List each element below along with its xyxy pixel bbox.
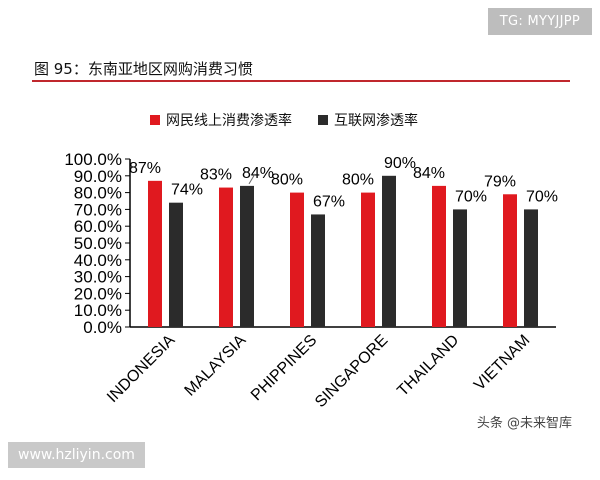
x-tick-label: VIETNAM bbox=[471, 332, 533, 394]
bar-internet bbox=[311, 214, 325, 327]
x-tick-label: THAILAND bbox=[394, 332, 462, 400]
data-label: 67% bbox=[313, 193, 345, 210]
y-tick-label: 30.0% bbox=[74, 268, 122, 287]
data-label: 79% bbox=[484, 173, 516, 190]
data-label: 80% bbox=[342, 172, 374, 189]
bar-online-consumption bbox=[290, 192, 304, 327]
data-label: 84% bbox=[242, 165, 274, 182]
data-label: 80% bbox=[271, 172, 303, 189]
data-label: 87% bbox=[129, 160, 161, 177]
x-tick-label: MALAYSIA bbox=[182, 332, 250, 400]
legend-swatch-red bbox=[150, 115, 160, 125]
y-tick-label: 100.0% bbox=[64, 150, 122, 169]
bar-internet bbox=[524, 209, 538, 327]
x-tick-label: PHIPPINES bbox=[248, 332, 320, 404]
chart-legend: 网民线上消费渗透率 互联网渗透率 bbox=[150, 110, 418, 130]
label-leader-line bbox=[248, 173, 256, 185]
data-label: 84% bbox=[413, 165, 445, 182]
bar-online-consumption bbox=[361, 192, 375, 327]
legend-swatch-black bbox=[318, 115, 328, 125]
y-tick-label: 40.0% bbox=[74, 251, 122, 270]
figure-title: 图 95：东南亚地区网购消费习惯 bbox=[34, 60, 253, 78]
bar-online-consumption bbox=[432, 185, 446, 327]
bar-online-consumption bbox=[503, 194, 517, 327]
legend-item-online-consumption: 网民线上消费渗透率 bbox=[150, 110, 292, 130]
legend-label-internet: 互联网渗透率 bbox=[334, 113, 418, 129]
source-watermark: 头条 @未来智库 bbox=[476, 416, 572, 431]
bar-internet bbox=[240, 185, 254, 327]
data-label: 83% bbox=[200, 167, 232, 184]
bar-online-consumption bbox=[148, 180, 162, 327]
bar-online-consumption bbox=[219, 187, 233, 327]
y-tick-label: 60.0% bbox=[74, 217, 122, 236]
title-rule bbox=[32, 80, 570, 82]
bar-internet bbox=[169, 202, 183, 327]
y-tick-label: 20.0% bbox=[74, 284, 122, 303]
bar-internet bbox=[382, 175, 396, 327]
data-label: 70% bbox=[526, 188, 558, 205]
data-label: 70% bbox=[455, 188, 487, 205]
y-tick-label: 10.0% bbox=[74, 301, 122, 320]
y-tick-label: 50.0% bbox=[74, 234, 122, 253]
x-tick-label: SINGAPORE bbox=[312, 332, 391, 411]
legend-label-online-consumption: 网民线上消费渗透率 bbox=[166, 113, 292, 129]
bar-internet bbox=[453, 209, 467, 327]
y-tick-label: 80.0% bbox=[74, 184, 122, 203]
y-tick-label: 0.0% bbox=[83, 318, 122, 337]
url-watermark: www.hzliyin.com bbox=[8, 442, 145, 468]
y-tick-label: 70.0% bbox=[74, 200, 122, 219]
y-tick-label: 90.0% bbox=[74, 167, 122, 186]
data-label: 90% bbox=[384, 155, 416, 172]
watermark-tag: TG: MYYJJPP bbox=[487, 8, 592, 35]
data-label: 74% bbox=[171, 182, 203, 199]
x-tick-label: INDONESIA bbox=[104, 332, 178, 406]
legend-item-internet: 互联网渗透率 bbox=[318, 110, 418, 130]
